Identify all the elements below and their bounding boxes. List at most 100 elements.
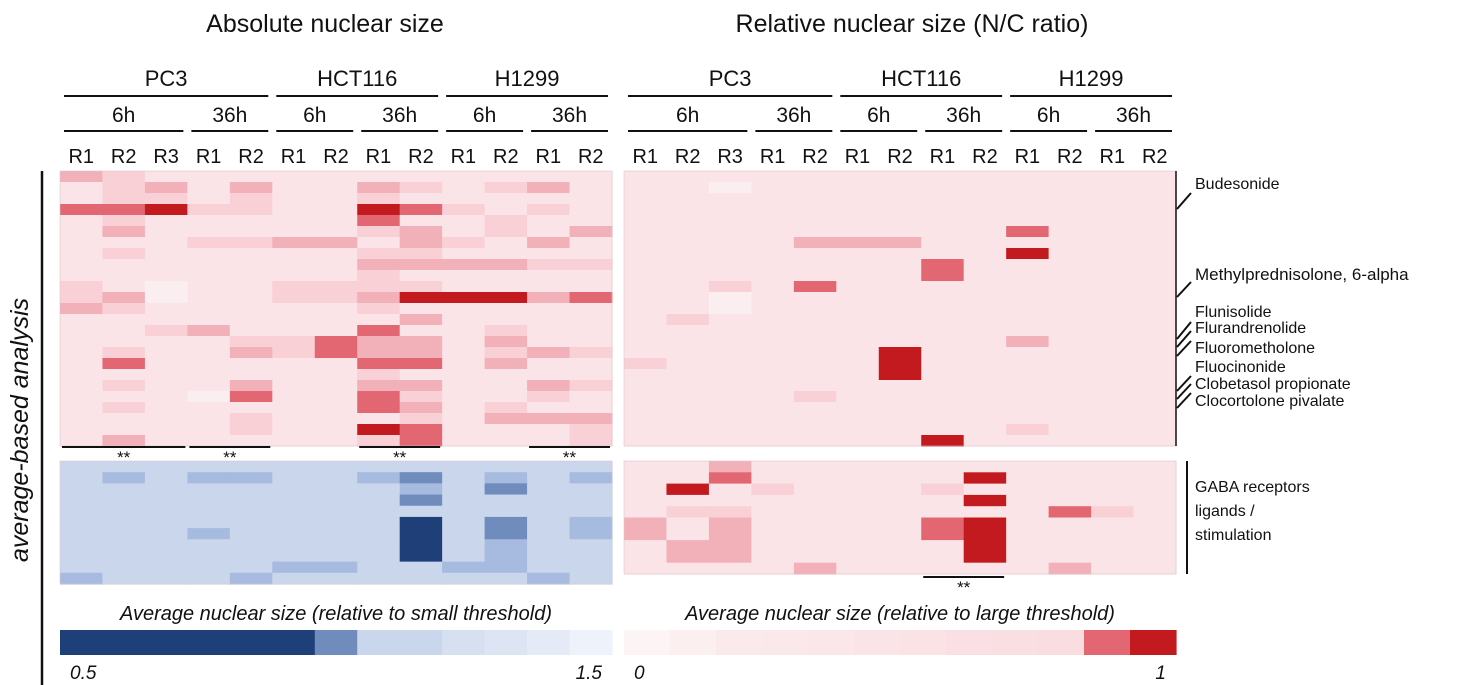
colorbar-swatch: [569, 630, 613, 655]
heatmap-cell: [60, 369, 104, 381]
replicate-label: R2: [323, 146, 349, 168]
heatmap-cell: [60, 314, 104, 326]
replicate-label: R1: [196, 146, 222, 168]
heatmap-cell: [1133, 369, 1177, 381]
heatmap-cell: [793, 472, 837, 485]
colorbar-tick-min: 0.5: [70, 663, 97, 684]
colorbar-swatch: [1084, 630, 1131, 655]
heatmap-cell: [569, 358, 613, 370]
heatmap-cell: [357, 325, 401, 337]
heatmap-cell: [442, 402, 486, 414]
heatmap-cell: [399, 413, 443, 425]
heatmap-cell: [963, 281, 1007, 293]
heatmap-cell: [708, 314, 752, 326]
heatmap-cell: [399, 292, 443, 304]
heatmap-cell: [144, 572, 188, 585]
heatmap-cell: [1048, 494, 1092, 507]
heatmap-cell: [314, 358, 358, 370]
significance-marker: **: [393, 448, 407, 467]
text-labels: Absolute nuclear size Relative nuclear si…: [6, 10, 1409, 684]
heatmap-cell: [878, 528, 922, 541]
heatmap-cell: [751, 506, 795, 519]
heatmap-cell: [1133, 325, 1177, 337]
heatmap-cell: [921, 472, 965, 485]
heatmap-cell: [314, 391, 358, 403]
heatmap-cell: [569, 193, 613, 205]
heatmap-cell: [484, 539, 528, 552]
heatmap-cell: [569, 528, 613, 540]
heatmap-cell: [102, 505, 146, 518]
significance-marker: **: [957, 578, 971, 597]
heatmap-cell: [569, 561, 613, 574]
heatmap-cell: [527, 402, 571, 414]
heatmap-cell: [187, 369, 231, 381]
heatmap-cell: [442, 424, 486, 436]
heatmap-cell: [624, 204, 668, 216]
heatmap-cell: [878, 314, 922, 326]
heatmap-cell: [229, 182, 273, 194]
compound-label: Budesonide: [1195, 176, 1280, 193]
colorbar-tick-min: 0: [634, 663, 645, 684]
heatmap-cell: [921, 259, 965, 271]
heatmap-cells: [59, 170, 1177, 655]
replicate-label: R2: [578, 146, 604, 168]
heatmap-cell: [569, 472, 613, 484]
heatmap-cell: [527, 424, 571, 436]
heatmap-cell: [144, 528, 188, 540]
heatmap-cell: [399, 516, 443, 529]
heatmap-cell: [187, 472, 231, 484]
heatmap-cell: [751, 292, 795, 304]
heatmap-cell: [1048, 562, 1092, 575]
colorbar-tick-max: 1.5: [576, 663, 603, 684]
heatmap-cell: [963, 226, 1007, 238]
heatmap-cell: [793, 413, 837, 425]
heatmap-cell: [708, 171, 752, 183]
heatmap-cell: [399, 193, 443, 205]
heatmap-cell: [357, 472, 401, 484]
heatmap-cell: [229, 391, 273, 403]
heatmap-cell: [442, 528, 486, 540]
heatmap-cell: [442, 550, 486, 563]
heatmap-cell: [624, 292, 668, 304]
heatmap-cell: [229, 336, 273, 348]
heatmap-cell: [314, 248, 358, 260]
heatmap-cell: [836, 171, 880, 183]
heatmap-cell: [1133, 391, 1177, 403]
heatmap-cell: [793, 506, 837, 519]
heatmap-cell: [569, 270, 613, 282]
heatmap-cell: [527, 292, 571, 304]
colorbar-swatch: [716, 630, 763, 655]
heatmap-cell: [399, 325, 443, 337]
heatmap-cell: [144, 292, 188, 304]
heatmap-cell: [1048, 336, 1092, 348]
timepoint-label: 6h: [112, 104, 135, 127]
heatmap-cell: [102, 358, 146, 370]
heatmap-cell: [793, 226, 837, 238]
heatmap-cell: [1048, 193, 1092, 205]
heatmap-cell: [357, 528, 401, 540]
heatmap-cell: [102, 226, 146, 238]
heatmap-cell: [442, 226, 486, 238]
heatmap-cell: [272, 435, 316, 447]
replicate-label: R2: [1057, 146, 1083, 168]
heatmap-cell: [484, 413, 528, 425]
heatmap-cell: [666, 358, 710, 370]
heatmap-cell: [272, 281, 316, 293]
compound-label: Clobetasol propionate: [1195, 376, 1351, 393]
heatmap-cell: [60, 336, 104, 348]
heatmap-cell: [708, 248, 752, 260]
heatmap-cell: [624, 413, 668, 425]
heatmap-cell: [484, 237, 528, 249]
heatmap-cell: [1091, 413, 1135, 425]
heatmap-cell: [229, 505, 273, 518]
panel-title-left: Absolute nuclear size: [206, 10, 444, 38]
heatmap-cell: [229, 528, 273, 540]
heatmap-cell: [1006, 292, 1050, 304]
heatmap-cell: [229, 380, 273, 392]
heatmap-cell: [624, 424, 668, 436]
heatmap-cell: [484, 292, 528, 304]
heatmap-cell: [442, 270, 486, 282]
heatmap-cell: [569, 435, 613, 447]
heatmap-cell: [484, 391, 528, 403]
heatmap-cell: [751, 336, 795, 348]
